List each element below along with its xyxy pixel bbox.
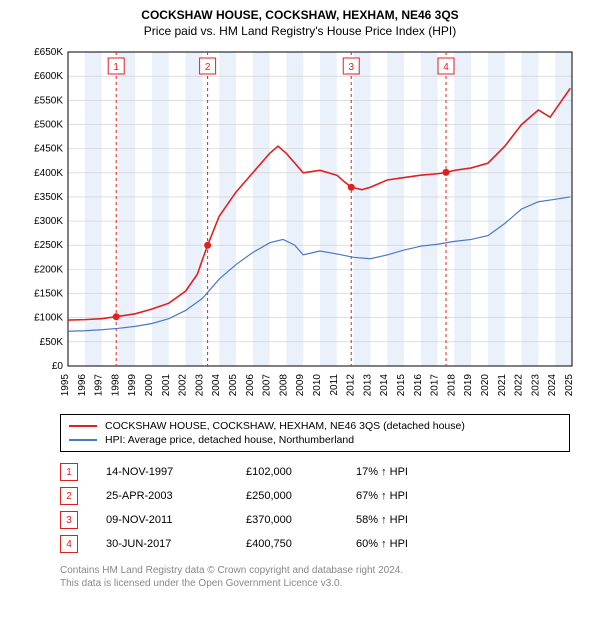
sale-row: 2 25-APR-2003£250,00067% ↑ HPI [60, 484, 570, 508]
svg-text:3: 3 [348, 62, 354, 73]
sale-price: £102,000 [246, 466, 356, 478]
svg-text:2: 2 [205, 62, 211, 73]
legend-row: HPI: Average price, detached house, Nort… [69, 433, 561, 447]
svg-text:1995: 1995 [60, 374, 71, 397]
svg-text:£350K: £350K [34, 192, 63, 203]
legend-swatch [69, 439, 97, 441]
svg-text:£650K: £650K [34, 47, 63, 58]
sale-price: £370,000 [246, 514, 356, 526]
footer-attribution: Contains HM Land Registry data © Crown c… [60, 564, 570, 590]
legend-row: COCKSHAW HOUSE, COCKSHAW, HEXHAM, NE46 3… [69, 419, 561, 433]
sale-pct: 58% ↑ HPI [356, 514, 476, 526]
price-chart: £0 £50K £100K £150K £200K £250K £300K £350K £400… [20, 46, 580, 406]
legend: COCKSHAW HOUSE, COCKSHAW, HEXHAM, NE46 3… [60, 414, 570, 452]
footer-line-1: Contains HM Land Registry data © Crown c… [60, 564, 570, 577]
svg-text:£550K: £550K [34, 95, 63, 106]
svg-text:£0: £0 [52, 361, 64, 372]
svg-text:2025: 2025 [564, 374, 575, 397]
svg-text:2006: 2006 [245, 374, 256, 397]
sales-table: 1 14-NOV-1997£102,00017% ↑ HPI 2 25-APR-200… [60, 460, 570, 556]
svg-text:£200K: £200K [34, 264, 63, 275]
svg-text:£500K: £500K [34, 119, 63, 130]
svg-text:2022: 2022 [514, 374, 525, 397]
svg-text:2015: 2015 [396, 374, 407, 397]
legend-label: HPI: Average price, detached house, Nort… [105, 434, 354, 446]
sale-row: 4 30-JUN-2017£400,75060% ↑ HPI [60, 532, 570, 556]
chart-title-2: Price paid vs. HM Land Registry's House … [10, 24, 590, 38]
svg-text:2024: 2024 [547, 374, 558, 397]
svg-text:2008: 2008 [278, 374, 289, 397]
svg-text:2010: 2010 [312, 374, 323, 397]
sale-row: 3 09-NOV-2011£370,00058% ↑ HPI [60, 508, 570, 532]
svg-text:1996: 1996 [77, 374, 88, 397]
svg-text:£400K: £400K [34, 168, 63, 179]
svg-text:£150K: £150K [34, 289, 63, 300]
svg-text:2020: 2020 [480, 374, 491, 397]
svg-text:£250K: £250K [34, 240, 63, 251]
sale-price: £400,750 [246, 538, 356, 550]
sale-pct: 67% ↑ HPI [356, 490, 476, 502]
svg-text:2013: 2013 [362, 374, 373, 397]
sale-row: 1 14-NOV-1997£102,00017% ↑ HPI [60, 460, 570, 484]
svg-text:2004: 2004 [211, 374, 222, 397]
svg-text:2012: 2012 [346, 374, 357, 397]
svg-text:4: 4 [443, 62, 449, 73]
svg-text:2007: 2007 [262, 374, 273, 397]
sale-price: £250,000 [246, 490, 356, 502]
footer-line-2: This data is licensed under the Open Gov… [60, 577, 570, 590]
legend-label: COCKSHAW HOUSE, COCKSHAW, HEXHAM, NE46 3… [105, 420, 465, 432]
sale-number-box: 1 [60, 463, 78, 481]
svg-text:2000: 2000 [144, 374, 155, 397]
svg-text:1997: 1997 [94, 374, 105, 397]
sale-date: 30-JUN-2017 [106, 538, 246, 550]
sale-number-box: 4 [60, 535, 78, 553]
sale-date: 09-NOV-2011 [106, 514, 246, 526]
svg-text:2001: 2001 [161, 374, 172, 397]
svg-text:2005: 2005 [228, 374, 239, 397]
sale-date: 25-APR-2003 [106, 490, 246, 502]
svg-text:£50K: £50K [40, 337, 64, 348]
svg-text:2021: 2021 [497, 374, 508, 397]
svg-text:2018: 2018 [446, 374, 457, 397]
svg-text:£300K: £300K [34, 216, 63, 227]
svg-text:£100K: £100K [34, 313, 63, 324]
svg-text:2023: 2023 [530, 374, 541, 397]
svg-text:1998: 1998 [110, 374, 121, 397]
svg-text:1999: 1999 [127, 374, 138, 397]
sale-date: 14-NOV-1997 [106, 466, 246, 478]
svg-text:2016: 2016 [413, 374, 424, 397]
sale-pct: 17% ↑ HPI [356, 466, 476, 478]
svg-text:2019: 2019 [463, 374, 474, 397]
svg-text:2009: 2009 [295, 374, 306, 397]
sale-number-box: 2 [60, 487, 78, 505]
svg-text:£600K: £600K [34, 71, 63, 82]
svg-text:2017: 2017 [430, 374, 441, 397]
sale-pct: 60% ↑ HPI [356, 538, 476, 550]
svg-text:2003: 2003 [194, 374, 205, 397]
svg-text:2002: 2002 [178, 374, 189, 397]
chart-title-1: COCKSHAW HOUSE, COCKSHAW, HEXHAM, NE46 3… [10, 8, 590, 22]
svg-text:£450K: £450K [34, 144, 63, 155]
svg-text:2011: 2011 [329, 374, 340, 396]
legend-swatch [69, 425, 97, 427]
svg-text:2014: 2014 [379, 374, 390, 397]
chart-svg: £0 £50K £100K £150K £200K £250K £300K £350K £400… [20, 46, 580, 406]
sale-number-box: 3 [60, 511, 78, 529]
svg-text:1: 1 [113, 62, 119, 73]
